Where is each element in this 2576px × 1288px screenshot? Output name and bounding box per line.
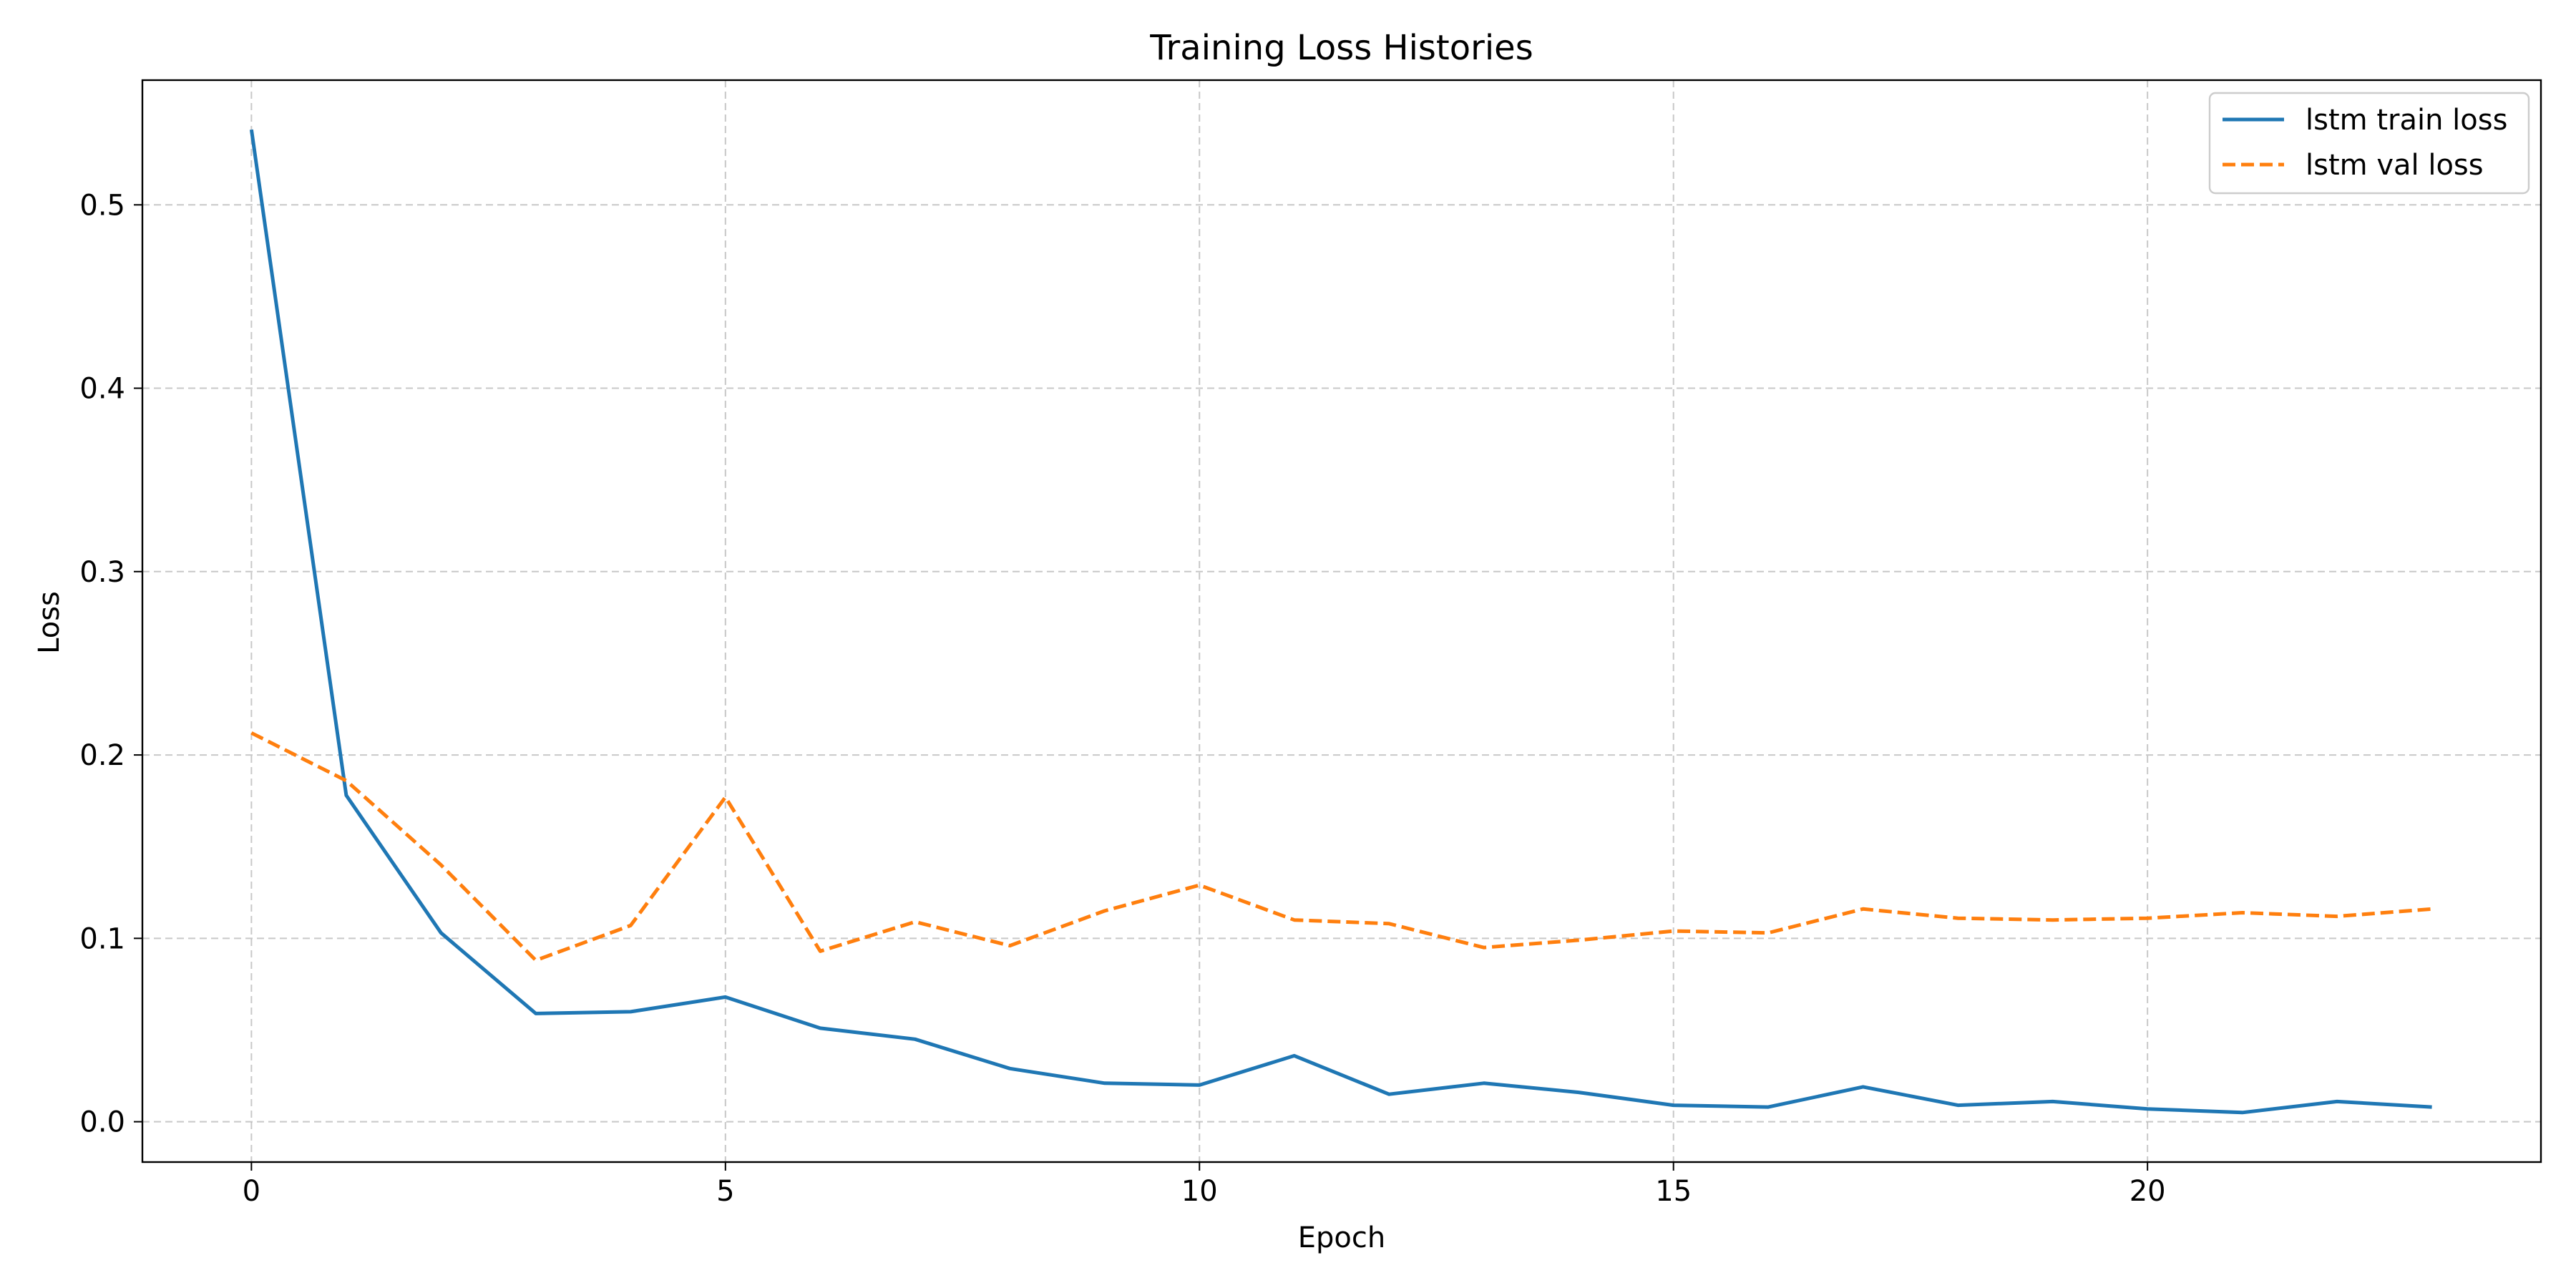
grid: [142, 80, 2541, 1162]
y-tick-label: 0.4: [79, 373, 125, 406]
x-tick-label: 5: [716, 1175, 734, 1208]
y-tick-label: 0.5: [79, 189, 125, 222]
x-tick-label: 20: [2129, 1175, 2166, 1208]
chart-title: Training Loss Histories: [1149, 28, 1533, 68]
val-loss-line: [250, 731, 2432, 962]
x-tick-label: 10: [1181, 1175, 1218, 1208]
y-tick-label: 0.3: [79, 556, 125, 589]
y-tick-label: 0.2: [79, 739, 125, 772]
legend-train-label: lstm train loss: [2306, 104, 2507, 137]
x-axis-label: Epoch: [1298, 1221, 1385, 1254]
y-tick-label: 0.1: [79, 922, 125, 955]
legend-box: [2208, 92, 2530, 195]
plot-frame: [141, 79, 2542, 1163]
axis-ticks: 0 5 10 15 20 0.0 0.1 0.2 0.3 0.4 0.5: [79, 189, 2165, 1208]
y-axis-label: Loss: [33, 591, 66, 654]
x-tick-label: 0: [243, 1175, 260, 1208]
train-loss-line: [249, 129, 2432, 1115]
x-tick-label: 15: [1655, 1175, 1692, 1208]
legend-val-label: lstm val loss: [2306, 149, 2484, 182]
series-lines: [249, 129, 2432, 1115]
legend: lstm train loss lstm val loss: [2208, 92, 2530, 195]
y-tick-label: 0.0: [79, 1106, 125, 1139]
